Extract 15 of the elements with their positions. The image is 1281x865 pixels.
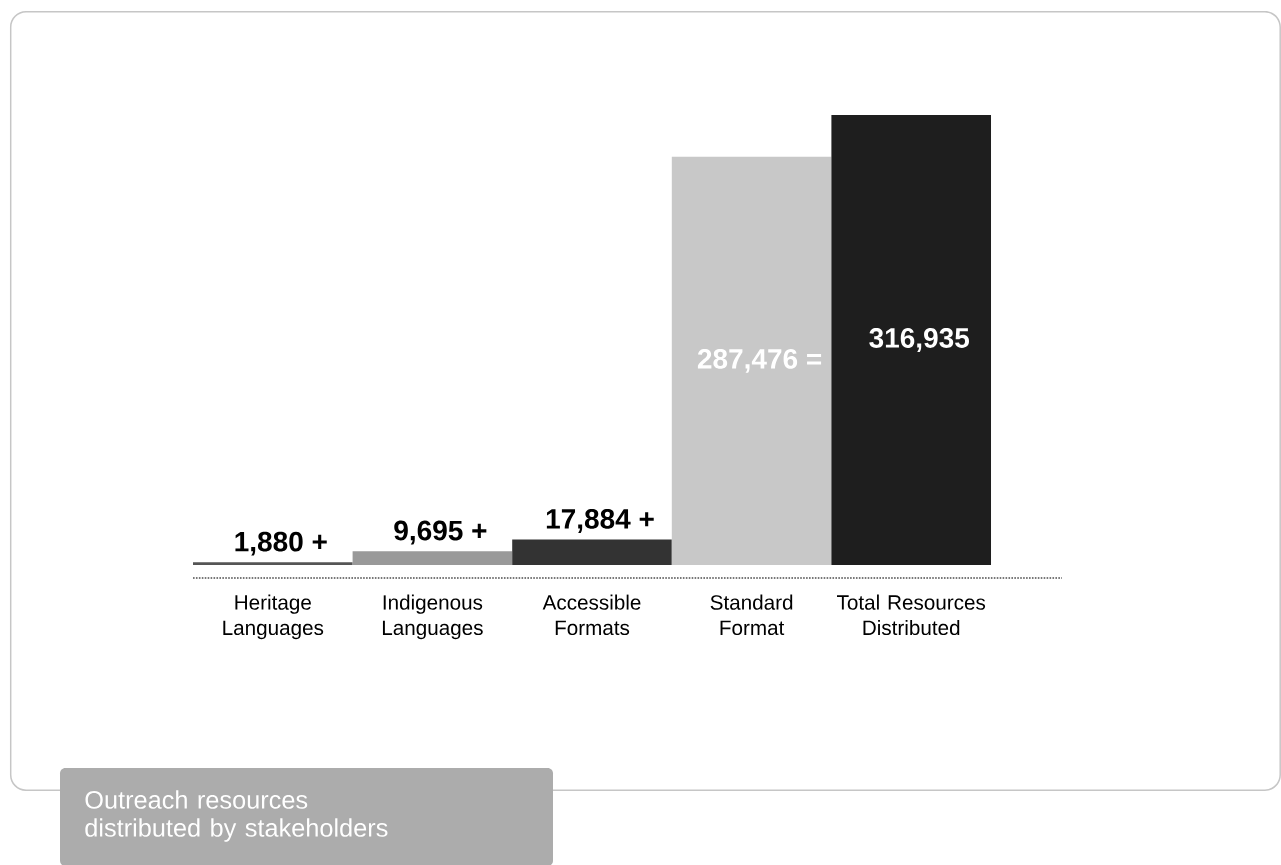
- x-tick-label: Indigenous Languages: [382, 594, 483, 640]
- data-label: 316,935: [869, 328, 970, 352]
- bar: [193, 562, 353, 565]
- data-label: 1,880 +: [235, 531, 327, 556]
- data-label: 9,695 +: [394, 520, 487, 545]
- x-tick-label: Accessible Formats: [542, 594, 641, 636]
- bar: [671, 156, 832, 565]
- x-tick-label: Standard Format: [710, 594, 793, 636]
- x-tick-label: Heritage Languages: [223, 594, 324, 640]
- x-tick-label: Total Resources Distributed: [837, 594, 986, 636]
- bar: [512, 539, 672, 565]
- bar: [352, 551, 513, 565]
- data-label: 17,884 +: [546, 509, 654, 533]
- text: Outreach resources distributed by stakeholders: [85, 790, 388, 842]
- bar: [831, 115, 992, 565]
